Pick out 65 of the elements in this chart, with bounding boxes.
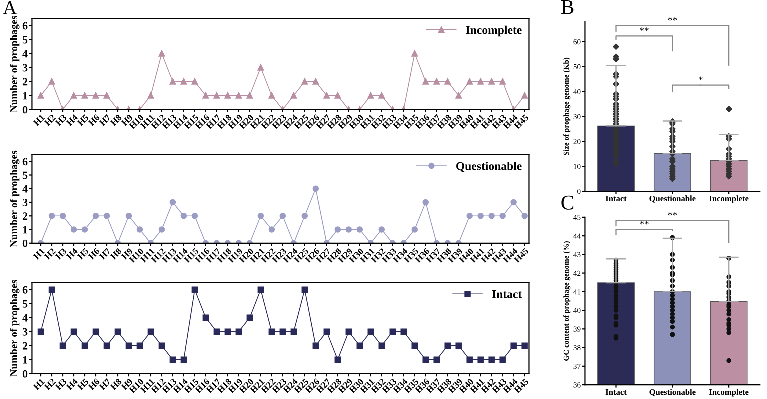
y-tick-label: 6 bbox=[22, 22, 28, 30]
chart-title: A bbox=[3, 1, 17, 14]
x-tick-label: Intact bbox=[606, 390, 627, 396]
annotation: * bbox=[698, 76, 703, 80]
y-tick-label: 3 bbox=[22, 64, 28, 72]
x-tick-label: H7 bbox=[99, 378, 112, 391]
x-tick-label: Intact bbox=[606, 196, 627, 202]
chart-title: C bbox=[562, 196, 574, 210]
legend-label: Incomplete bbox=[466, 26, 522, 37]
annotation: ** bbox=[640, 221, 649, 225]
x-tick-label: H5 bbox=[77, 378, 90, 391]
y-tick-label: 1 bbox=[23, 92, 28, 100]
x-tick-label: H8 bbox=[110, 378, 122, 391]
y-axis-title: Number of prophages bbox=[10, 16, 20, 112]
y-tick-label: 5 bbox=[22, 172, 28, 180]
y-tick-label: 2 bbox=[22, 78, 28, 86]
x-tick-label: H4 bbox=[66, 248, 78, 260]
x-tick-label: Incomplete bbox=[709, 389, 749, 397]
x-tick-label: H2 bbox=[44, 248, 56, 260]
y-tick-label: 2 bbox=[22, 212, 28, 220]
x-tick-label: Incomplete bbox=[709, 196, 749, 204]
x-tick-label: H3 bbox=[55, 114, 68, 126]
legend-label: Intact bbox=[492, 290, 522, 298]
y-axis-title: Number of prophages bbox=[10, 150, 20, 248]
x-tick-label: H3 bbox=[55, 378, 68, 391]
x-tick-label: H1 bbox=[33, 378, 46, 391]
y-tick-label: 0 bbox=[22, 106, 28, 114]
x-tick-label: H7 bbox=[99, 248, 112, 260]
x-tick-label: H5 bbox=[77, 114, 90, 126]
x-tick-label: H8 bbox=[110, 114, 122, 126]
annotation: ** bbox=[640, 28, 649, 32]
y-tick-label: 4 bbox=[22, 50, 28, 58]
y-tick-label: 6 bbox=[22, 158, 28, 166]
x-tick-label: H1 bbox=[33, 114, 46, 126]
x-tick-label: H6 bbox=[88, 114, 100, 126]
x-tick-label: Questionable bbox=[650, 389, 696, 396]
y-axis-title: Number of prophages bbox=[10, 280, 20, 377]
x-tick-label: H7 bbox=[99, 114, 112, 126]
x-tick-label: H2 bbox=[44, 114, 56, 126]
chart-title: B bbox=[561, 0, 574, 14]
y-tick-label: 4 bbox=[22, 185, 28, 193]
text: ** bbox=[668, 212, 678, 216]
y-tick-label: 0 bbox=[22, 370, 28, 378]
y-tick-label: 5 bbox=[22, 300, 28, 308]
y-tick-label: 6 bbox=[22, 286, 28, 294]
legend-label: Questionable bbox=[456, 162, 522, 172]
y-tick-label: 1 bbox=[23, 356, 28, 364]
y-tick-label: 2 bbox=[22, 342, 28, 350]
x-tick-label: H2 bbox=[44, 378, 56, 391]
text: ** bbox=[668, 17, 678, 21]
x-tick-label: H3 bbox=[55, 248, 68, 260]
x-tick-label: H4 bbox=[66, 378, 78, 391]
y-tick-label: 3 bbox=[22, 328, 28, 336]
x-tick-label: H1 bbox=[33, 248, 46, 260]
x-tick-label: Questionable bbox=[650, 196, 696, 203]
x-tick-label: H5 bbox=[77, 248, 90, 260]
y-tick-label: 1 bbox=[23, 226, 28, 234]
y-tick-label: 5 bbox=[22, 36, 28, 44]
y-tick-label: 4 bbox=[22, 314, 28, 322]
x-tick-label: H4 bbox=[66, 114, 78, 126]
y-tick-label: 3 bbox=[22, 199, 28, 206]
x-tick-label: H6 bbox=[88, 378, 100, 391]
y-tick-label: 0 bbox=[22, 240, 28, 248]
x-tick-label: H6 bbox=[88, 248, 100, 260]
x-tick-label: H8 bbox=[110, 248, 122, 260]
